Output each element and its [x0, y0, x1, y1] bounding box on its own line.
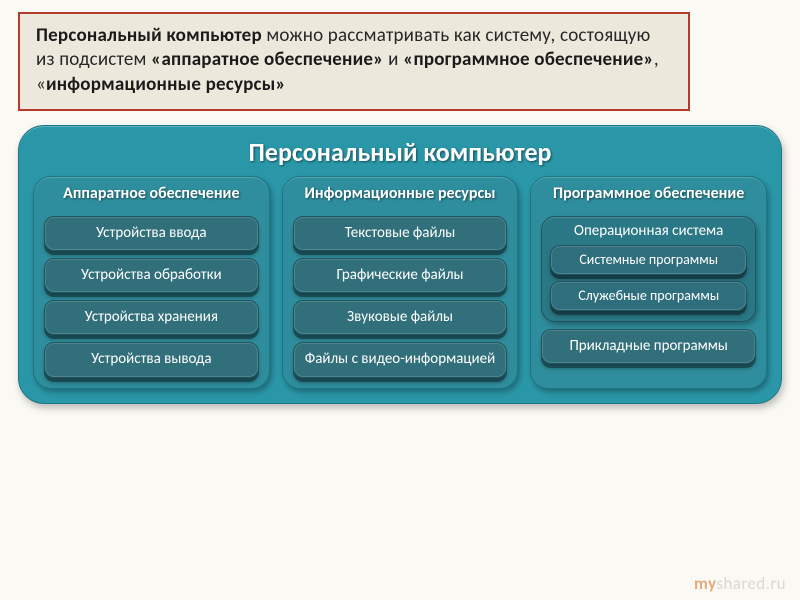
- diagram-columns: Аппаратное обеспечение Устройства ввода …: [33, 176, 767, 389]
- info-item: Графические файлы: [293, 258, 508, 293]
- column-title: Аппаратное обеспечение: [44, 185, 259, 203]
- column-title: Информационные ресурсы: [293, 185, 508, 203]
- watermark-rest: shared.ru: [716, 573, 786, 594]
- column-title: Программное обеспечение: [541, 185, 756, 203]
- column-hardware: Аппаратное обеспечение Устройства ввода …: [33, 176, 270, 389]
- hw-item: Устройства вывода: [44, 342, 259, 377]
- intro-term-sw: «программное обеспечение»: [403, 48, 654, 71]
- hw-item: Устройства ввода: [44, 216, 259, 251]
- watermark: myshared.ru: [694, 573, 786, 594]
- os-title: Операционная система: [550, 223, 747, 240]
- info-item: Файлы с видео-информацией: [293, 342, 508, 377]
- diagram-title: Персональный компьютер: [33, 136, 767, 168]
- hw-item: Устройства обработки: [44, 258, 259, 293]
- os-box: Операционная система Системные программы…: [541, 216, 756, 323]
- hw-item: Устройства хранения: [44, 300, 259, 335]
- info-item: Текстовые файлы: [293, 216, 508, 251]
- intro-text-2: и: [384, 48, 403, 71]
- column-info: Информационные ресурсы Текстовые файлы Г…: [282, 176, 519, 389]
- intro-term-info: информационные ресурсы»: [46, 73, 286, 96]
- os-item: Служебные программы: [550, 281, 747, 311]
- sw-item: Прикладные программы: [541, 329, 756, 364]
- info-item: Звуковые файлы: [293, 300, 508, 335]
- intro-box: Персональный компьютер можно рассматрива…: [18, 12, 690, 111]
- os-item: Системные программы: [550, 245, 747, 275]
- intro-term-hw: «аппаратное обеспечение»: [151, 48, 384, 71]
- watermark-my: my: [694, 573, 716, 594]
- column-software: Программное обеспечение Операционная сис…: [530, 176, 767, 389]
- diagram-container: Персональный компьютер Аппаратное обеспе…: [18, 125, 782, 404]
- intro-term-pc: Персональный компьютер: [36, 24, 262, 47]
